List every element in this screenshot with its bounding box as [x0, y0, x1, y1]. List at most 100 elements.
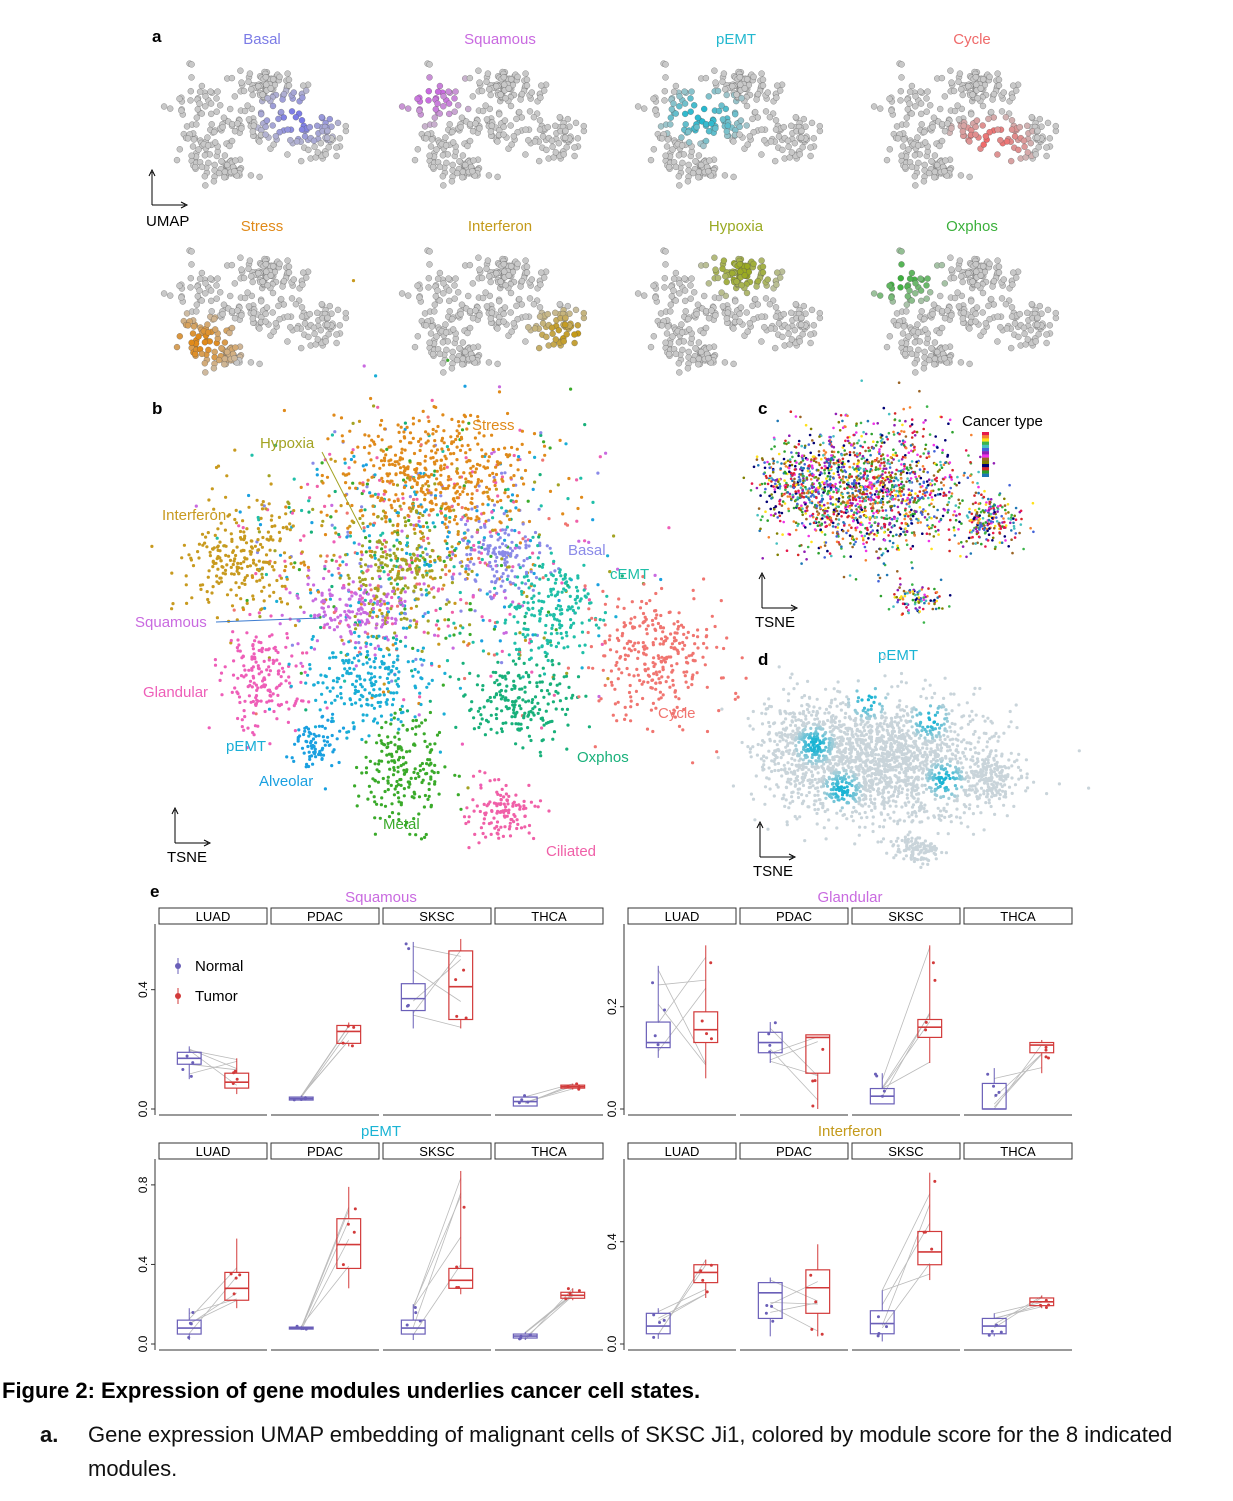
tsne-cell-point: [260, 589, 264, 593]
umap-cell-point: [968, 298, 975, 305]
tsne-cell-point: [238, 529, 243, 534]
tsne-cell-point: [304, 708, 308, 712]
umap-cell-point: [682, 121, 689, 128]
umap-cell-point: [944, 307, 951, 314]
tsne-cell-point: [386, 573, 390, 577]
umap-cell-point: [918, 297, 925, 305]
umap-cell-point: [325, 144, 332, 151]
tsne-cell-point: [558, 438, 562, 442]
tsne-cell-point: [506, 551, 510, 555]
umap-cell-point: [918, 110, 925, 118]
umap-cell-point: [213, 282, 220, 289]
umap-cell-point: [650, 333, 657, 340]
tsne-cell-point: [452, 565, 456, 569]
tsne-cell-point: [293, 623, 298, 628]
tsne-cell-point: [510, 540, 514, 544]
umap-cell-point: [487, 128, 494, 135]
umap-cell-point: [414, 282, 421, 289]
umap-cell-point: [306, 123, 313, 131]
tsne-cell-point: [284, 525, 289, 529]
tsne-cell-point: [184, 583, 188, 587]
tsne-cell-point: [477, 540, 481, 545]
tsne-cell-point: [447, 475, 451, 479]
tsne-cell-point: [257, 569, 261, 573]
tsne-cell-point: [241, 548, 245, 553]
tsne-cell-point: [428, 500, 432, 504]
tsne-cell-point: [452, 486, 456, 490]
tsne-cell-point: [438, 607, 442, 611]
umap-cell-point: [762, 108, 770, 115]
umap-cell-point: [563, 144, 570, 151]
umap-cell-point: [931, 339, 939, 346]
tsne-cell-point: [569, 625, 573, 630]
umap-cell-point: [290, 276, 297, 283]
tsne-cell-point: [289, 562, 293, 566]
tsne-cell-point: [351, 481, 355, 485]
tsne-cell-point: [419, 587, 423, 592]
umap-cell-point: [706, 157, 713, 164]
umap-cell-point: [939, 308, 946, 315]
tsne-cell-point: [448, 520, 452, 524]
umap-cell-point: [217, 289, 224, 296]
umap-cell-point: [487, 278, 494, 286]
umap-cell-point: [256, 138, 263, 145]
umap-cell-point: [414, 146, 421, 153]
tsne-cell-point: [391, 482, 396, 486]
tsne-cell-point: [508, 509, 512, 513]
tsne-cell-point: [508, 580, 512, 584]
umap-cell-point: [912, 290, 919, 297]
umap-cell-point: [285, 269, 293, 276]
tsne-cell-point: [531, 487, 535, 491]
umap-cell-point: [972, 74, 979, 81]
umap-cell-point: [773, 94, 780, 101]
tsne-cell-point: [340, 434, 344, 438]
umap-cell-point: [796, 338, 803, 345]
umap-cell-point: [187, 97, 194, 104]
tsne-cell-point: [373, 550, 377, 554]
umap-cell-point: [753, 96, 760, 103]
tsne-cell-point: [358, 516, 362, 521]
tsne-cell-point: [373, 646, 377, 651]
tsne-cell-point: [571, 608, 576, 613]
tsne-cell-point: [256, 538, 260, 542]
tsne-cell-point: [299, 485, 303, 489]
umap-cell-point: [522, 338, 529, 345]
umap-cell-point: [530, 301, 538, 308]
umap-cell-point: [664, 323, 672, 330]
tsne-cell-point: [306, 565, 310, 570]
tsne-cell-point: [360, 553, 364, 557]
tsne-cell-point: [401, 558, 405, 562]
tsne-cell-point: [278, 553, 283, 557]
umap-cell-point: [966, 360, 973, 368]
tsne-cell-point: [236, 561, 240, 566]
umap-cell-point: [298, 344, 305, 352]
tsne-cell-point: [526, 499, 530, 503]
umap-cell-point: [912, 280, 919, 287]
tsne-cell-point: [452, 572, 456, 576]
tsne-cell-point: [427, 591, 431, 595]
umap-cell-point: [982, 320, 989, 327]
umap-cell-point: [449, 128, 456, 136]
tsne-cell-point: [479, 479, 484, 483]
tsne-cell-point: [475, 509, 479, 513]
umap-cell-point: [442, 142, 450, 149]
tsne-cell-point: [493, 546, 497, 550]
tsne-cell-point: [518, 631, 522, 635]
tsne-cell-point: [405, 709, 410, 713]
tsne-cell-point: [425, 488, 429, 492]
tsne-cell-point: [206, 597, 210, 602]
tsne-cell-point: [180, 556, 184, 560]
tsne-cell-point: [406, 513, 410, 518]
tsne-cell-point: [503, 471, 507, 475]
tsne-cell-point: [384, 490, 388, 494]
tsne-cell-point: [512, 453, 516, 458]
umap-cell-point: [715, 107, 723, 115]
umap-cell-point: [210, 178, 218, 185]
tsne-cell-point: [453, 601, 457, 606]
tsne-cell-point: [426, 619, 430, 623]
umap-cell-point: [306, 310, 313, 318]
tsne-cell-point: [491, 516, 495, 520]
tsne-cell-point: [383, 545, 387, 549]
tsne-cell-point: [390, 567, 395, 572]
tsne-cell-point: [532, 614, 537, 618]
